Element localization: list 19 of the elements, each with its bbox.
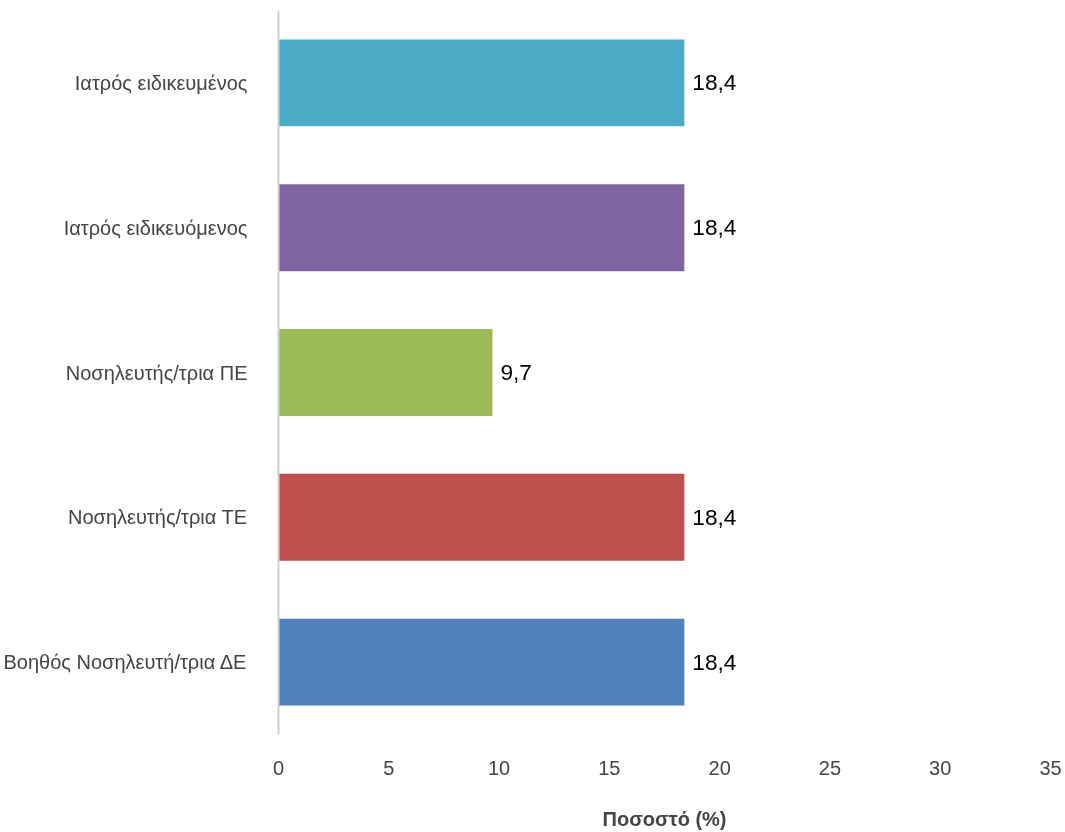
data-label: 18,4 [692, 214, 737, 241]
x-tick-label: 30 [929, 756, 952, 779]
x-tick-label: 10 [487, 756, 511, 779]
x-tick-label: 20 [708, 756, 731, 779]
y-tick-label: Βοηθός Νοσηλευτή/τρια ΔΕ [3, 651, 247, 674]
y-tick-label: Ιατρός ειδικευόμενος [63, 216, 248, 239]
data-label: 9,7 [500, 359, 532, 385]
data-label: 18,4 [692, 503, 737, 530]
data-label: 18,4 [692, 648, 737, 675]
x-tick-label: 35 [1039, 756, 1062, 779]
data-label: 18,4 [692, 69, 737, 96]
y-tick-label: Ιατρός ειδικευμένος [74, 71, 248, 94]
x-tick-label: 25 [818, 756, 842, 779]
x-axis-title: Ποσοστό (%) [602, 807, 727, 830]
x-tick-label: 15 [598, 756, 621, 779]
y-tick-label: Νοσηλευτής/τρια ΤΕ [68, 506, 248, 529]
y-tick-label: Νοσηλευτής/τρια ΠΕ [65, 361, 248, 384]
x-tick-label: 5 [383, 756, 395, 779]
x-tick-label: 0 [272, 756, 285, 779]
